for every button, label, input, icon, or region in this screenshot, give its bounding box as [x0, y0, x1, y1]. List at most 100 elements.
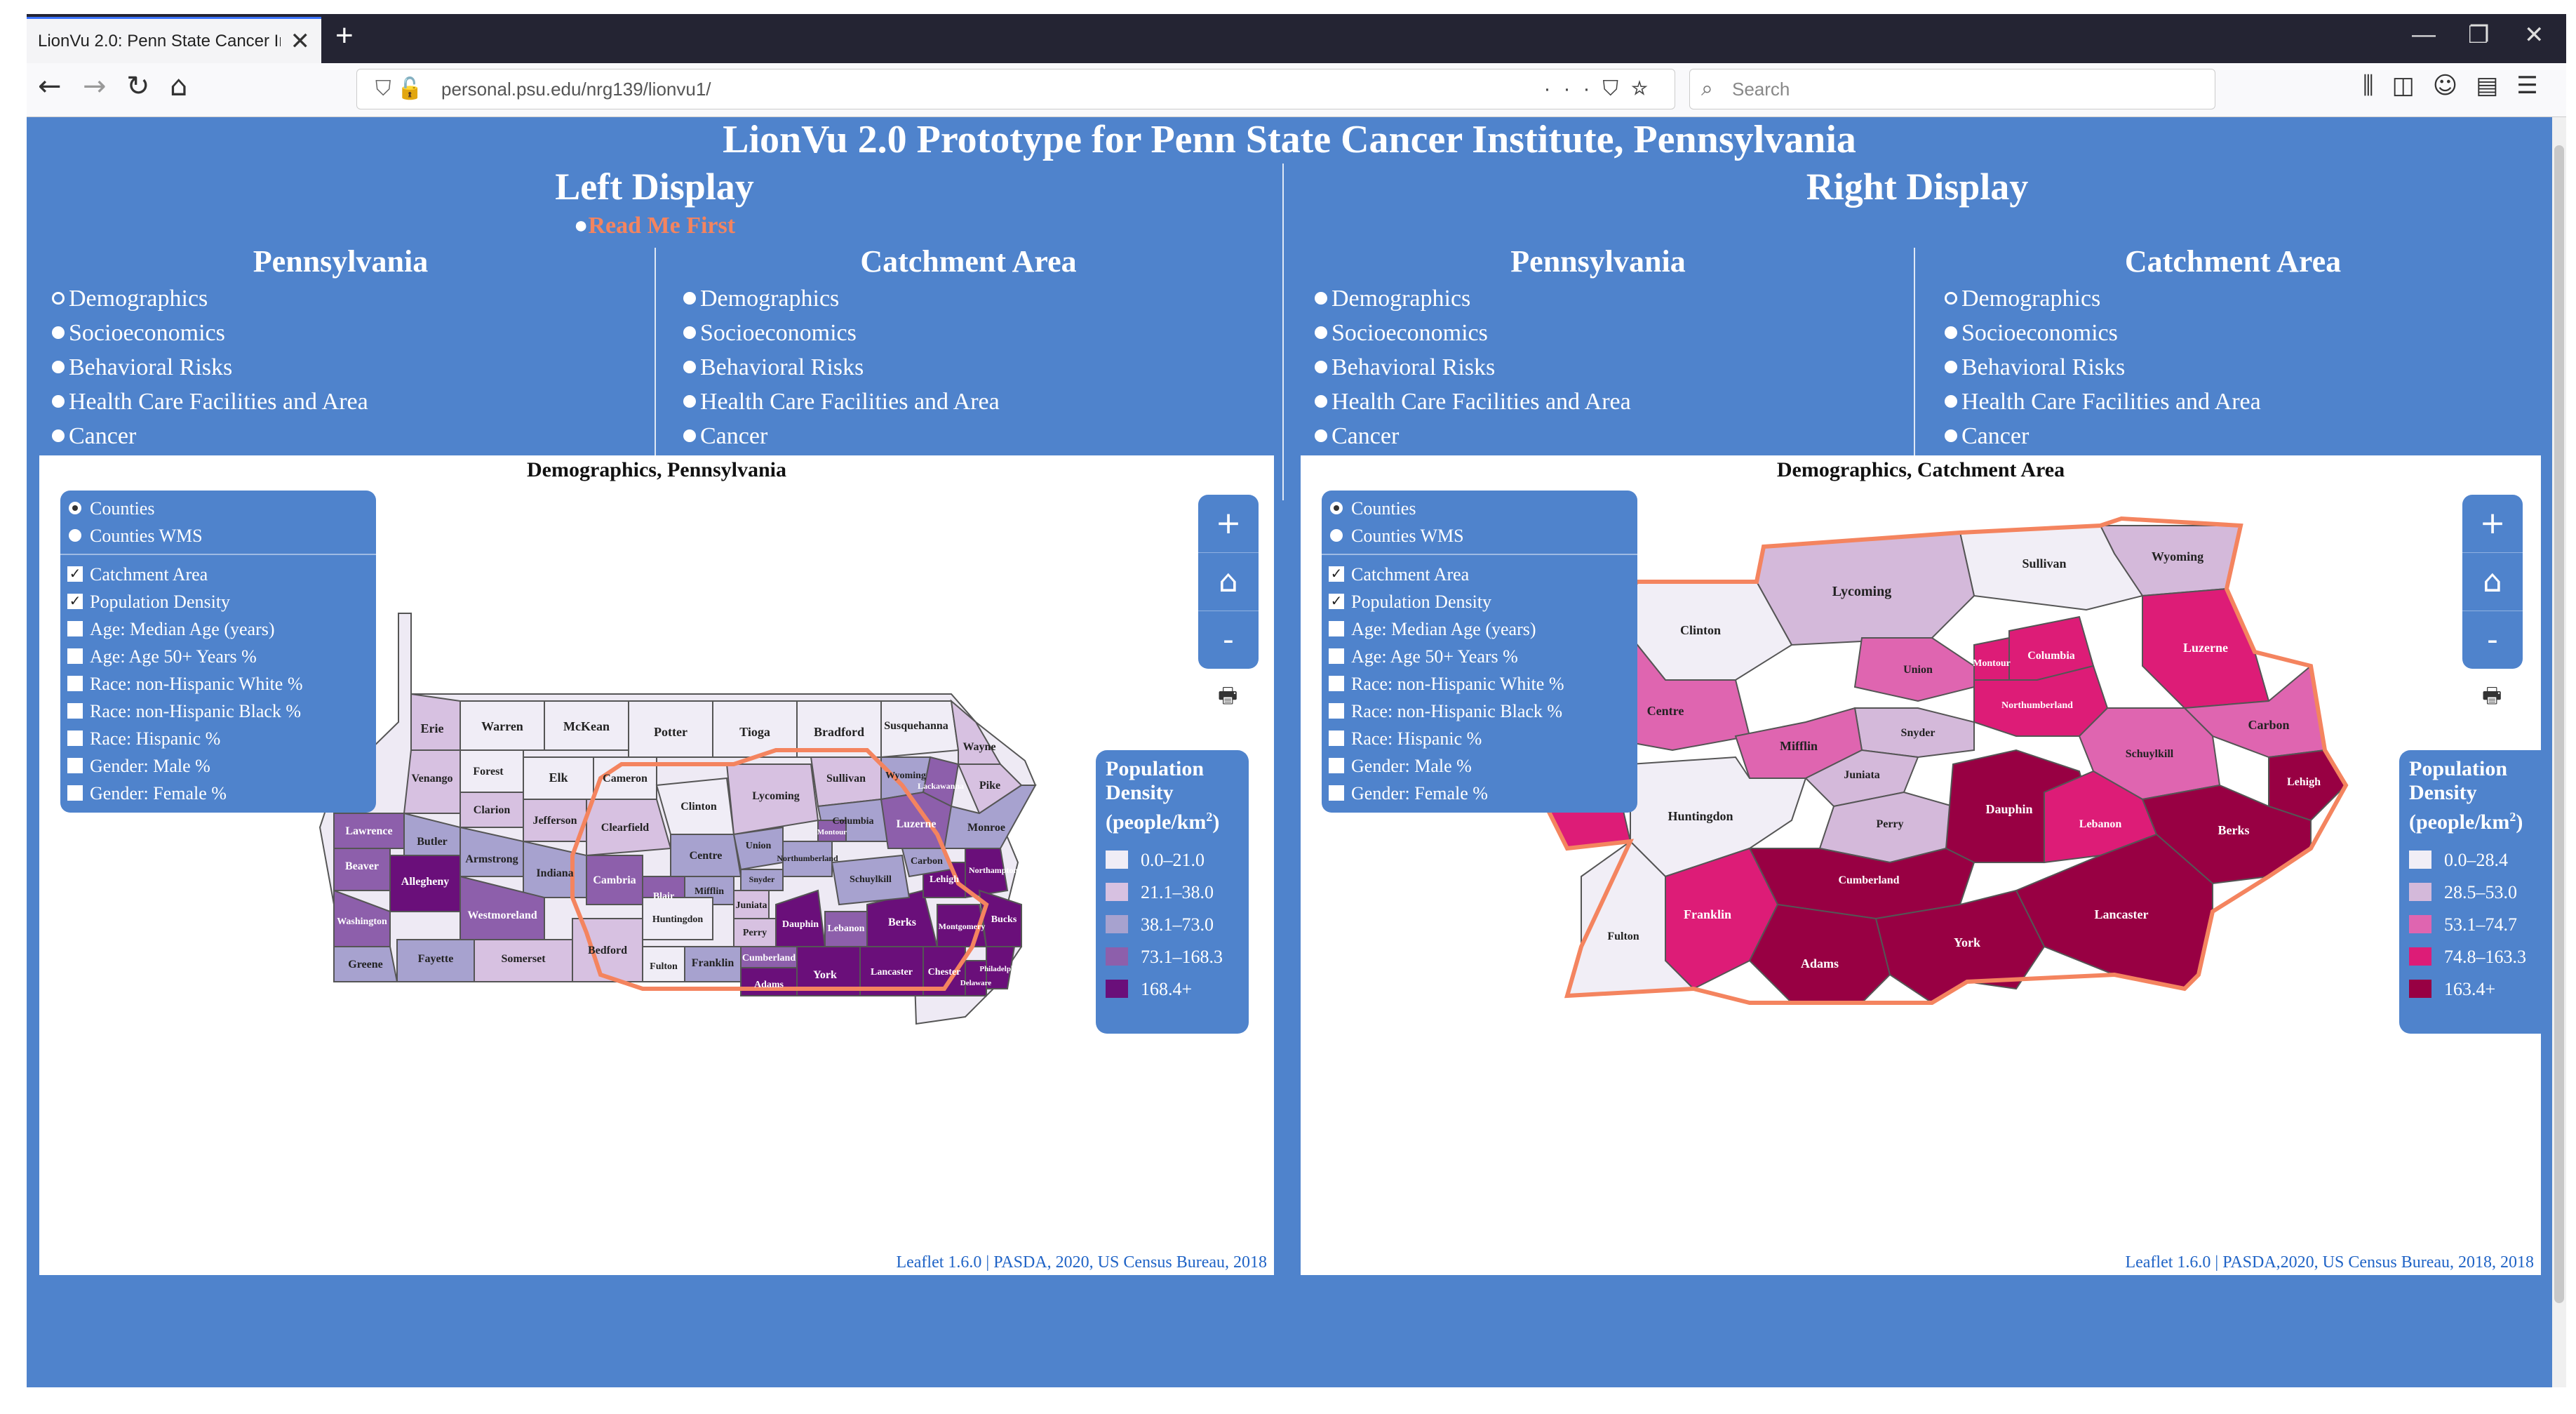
right-zoom-control[interactable]: + ⌂ - [2462, 495, 2523, 669]
checkbox-icon[interactable] [67, 676, 83, 691]
read-me-label[interactable]: Read Me First [588, 213, 736, 239]
right-attribution[interactable]: Leaflet 1.6.0 | PASDA,2020, US Census Bu… [2125, 1253, 2534, 1272]
zoom-out-button[interactable]: - [1223, 622, 1234, 658]
menu-item-socioeconomics[interactable]: Socioeconomics [52, 316, 368, 350]
left-attribution[interactable]: Leaflet 1.6.0 | PASDA, 2020, US Census B… [896, 1253, 1267, 1272]
checkbox-checked-icon[interactable]: ✓ [1329, 594, 1344, 609]
radio-icon[interactable] [69, 529, 81, 542]
overlay-option[interactable]: ✓ Population Density [1322, 588, 1637, 615]
left-map[interactable]: Demographics, Pennsylvania Warren McKean P… [39, 455, 1274, 1275]
menu-item-demographics[interactable]: Demographics [683, 281, 1000, 316]
overlay-option[interactable]: ✓ Catchment Area [60, 561, 376, 588]
shield-icon[interactable]: ⛉ 🔓 [375, 77, 424, 100]
checkbox-icon[interactable] [1329, 785, 1344, 801]
county-lehigh[interactable] [2268, 749, 2347, 822]
right-layer-control[interactable]: Counties Counties WMS ✓ Catchment Area ✓ Popu… [1322, 491, 1637, 813]
base-layer-option[interactable]: Counties [60, 495, 376, 522]
left-layer-control[interactable]: Counties Counties WMS ✓ Catchment Area ✓ Popu… [60, 491, 376, 813]
close-tab-icon[interactable]: ✕ [290, 27, 311, 55]
close-window-icon[interactable]: ✕ [2524, 22, 2544, 48]
browser-tab[interactable]: LionVu 2.0: Penn State Cancer Insti ✕ [27, 17, 321, 63]
radio-icon[interactable] [683, 395, 696, 408]
reload-icon[interactable]: ↻ [126, 70, 150, 102]
zoom-in-button[interactable]: + [2479, 505, 2506, 541]
search-input[interactable]: ⌕ Search [1689, 69, 2215, 109]
radio-icon[interactable] [683, 361, 696, 374]
checkbox-icon[interactable] [67, 648, 83, 664]
checkbox-icon[interactable] [67, 703, 83, 719]
zoom-in-button[interactable]: + [1215, 505, 1242, 541]
overlay-option[interactable]: Race: Hispanic % [1322, 725, 1637, 752]
overlay-option[interactable]: ✓ Catchment Area [1322, 561, 1637, 588]
page-scrollbar[interactable] [2552, 117, 2566, 1387]
radio-icon[interactable] [1315, 292, 1327, 305]
pennsylvania-county-map[interactable]: Warren McKean Potter Tioga Bradford Susquehan… [39, 455, 1274, 1275]
zoom-out-button[interactable]: - [2487, 622, 2498, 658]
radio-icon[interactable] [1945, 395, 1957, 408]
county-montour[interactable] [817, 820, 847, 842]
overlay-option[interactable]: Gender: Female % [1322, 780, 1637, 807]
radio-icon[interactable] [52, 429, 65, 443]
new-tab-icon[interactable]: + [335, 18, 354, 53]
restore-icon[interactable]: ❐ [2468, 22, 2490, 48]
menu-item-health-care-facilities-and-area[interactable]: Health Care Facilities and Area [1315, 385, 1631, 419]
county-northumberland[interactable] [782, 841, 833, 877]
checkbox-icon[interactable] [1329, 676, 1344, 691]
county-delaware[interactable] [965, 960, 987, 996]
overlay-option[interactable]: Race: non-Hispanic White % [60, 670, 376, 698]
base-layer-option[interactable]: Counties WMS [60, 522, 376, 549]
base-layer-option[interactable]: Counties WMS [1322, 522, 1637, 549]
overlay-option[interactable]: Race: Hispanic % [60, 725, 376, 752]
scrollbar-thumb[interactable] [2554, 145, 2564, 1303]
radio-icon[interactable] [1945, 292, 1957, 305]
checkbox-icon[interactable] [67, 758, 83, 773]
county-wayne[interactable] [950, 699, 1002, 765]
checkbox-icon[interactable] [1329, 703, 1344, 719]
radio-icon[interactable] [1330, 502, 1343, 514]
checkbox-icon[interactable] [1329, 731, 1344, 746]
radio-icon[interactable] [1945, 326, 1957, 340]
menu-item-health-care-facilities-and-area[interactable]: Health Care Facilities and Area [683, 385, 1000, 419]
overlay-option[interactable]: Age: Age 50+ Years % [60, 643, 376, 670]
overlay-option[interactable]: Gender: Male % [1322, 752, 1637, 780]
minimize-icon[interactable]: — [2412, 21, 2436, 48]
radio-icon[interactable] [1945, 361, 1957, 374]
radio-icon[interactable] [52, 292, 65, 305]
menu-item-health-care-facilities-and-area[interactable]: Health Care Facilities and Area [52, 385, 368, 419]
checkbox-checked-icon[interactable]: ✓ [1329, 566, 1344, 582]
menu-item-behavioral-risks[interactable]: Behavioral Risks [683, 350, 1000, 385]
forward-icon[interactable]: → [83, 70, 107, 102]
county-snyder[interactable] [740, 869, 784, 891]
overlay-option[interactable]: Age: Median Age (years) [60, 615, 376, 643]
checkbox-icon[interactable] [67, 621, 83, 636]
checkbox-icon[interactable] [1329, 758, 1344, 773]
menu-item-demographics[interactable]: Demographics [1315, 281, 1631, 316]
toolbar-icons[interactable]: ⫼◫☺▤☰ [2363, 72, 2556, 100]
overlay-option[interactable]: Race: non-Hispanic White % [1322, 670, 1637, 698]
overlay-option[interactable]: Age: Median Age (years) [1322, 615, 1637, 643]
catchment-county-map[interactable]: Wyoming Sullivan Lycoming Clinton Luzerne Mon… [1301, 455, 2541, 1275]
overlay-option[interactable]: Race: non-Hispanic Black % [1322, 698, 1637, 725]
overlay-option[interactable]: Gender: Female % [60, 780, 376, 807]
radio-icon[interactable] [52, 326, 65, 340]
menu-item-cancer[interactable]: Cancer [52, 419, 368, 453]
checkbox-icon[interactable] [67, 731, 83, 746]
menu-item-socioeconomics[interactable]: Socioeconomics [1945, 316, 2261, 350]
overlay-option[interactable]: Race: non-Hispanic Black % [60, 698, 376, 725]
left-zoom-control[interactable]: + ⌂ - [1198, 495, 1259, 669]
menu-item-cancer[interactable]: Cancer [1945, 419, 2261, 453]
menu-item-demographics[interactable]: Demographics [52, 281, 368, 316]
checkbox-checked-icon[interactable]: ✓ [67, 594, 83, 609]
overlay-option[interactable]: ✓ Population Density [60, 588, 376, 615]
url-bar[interactable]: ⛉ 🔓 personal.psu.edu/nrg139/lionvu1/ ···… [356, 69, 1675, 109]
menu-item-behavioral-risks[interactable]: Behavioral Risks [52, 350, 368, 385]
radio-icon[interactable] [1315, 429, 1327, 443]
menu-item-cancer[interactable]: Cancer [1315, 419, 1631, 453]
county-northampton[interactable] [965, 848, 1009, 899]
radio-icon[interactable] [683, 429, 696, 443]
page-actions-icon[interactable]: ···⛉☆ [1543, 77, 1661, 100]
menu-item-behavioral-risks[interactable]: Behavioral Risks [1945, 350, 2261, 385]
checkbox-checked-icon[interactable]: ✓ [67, 566, 83, 582]
menu-item-cancer[interactable]: Cancer [683, 419, 1000, 453]
home-button[interactable]: ⌂ [2462, 552, 2523, 611]
